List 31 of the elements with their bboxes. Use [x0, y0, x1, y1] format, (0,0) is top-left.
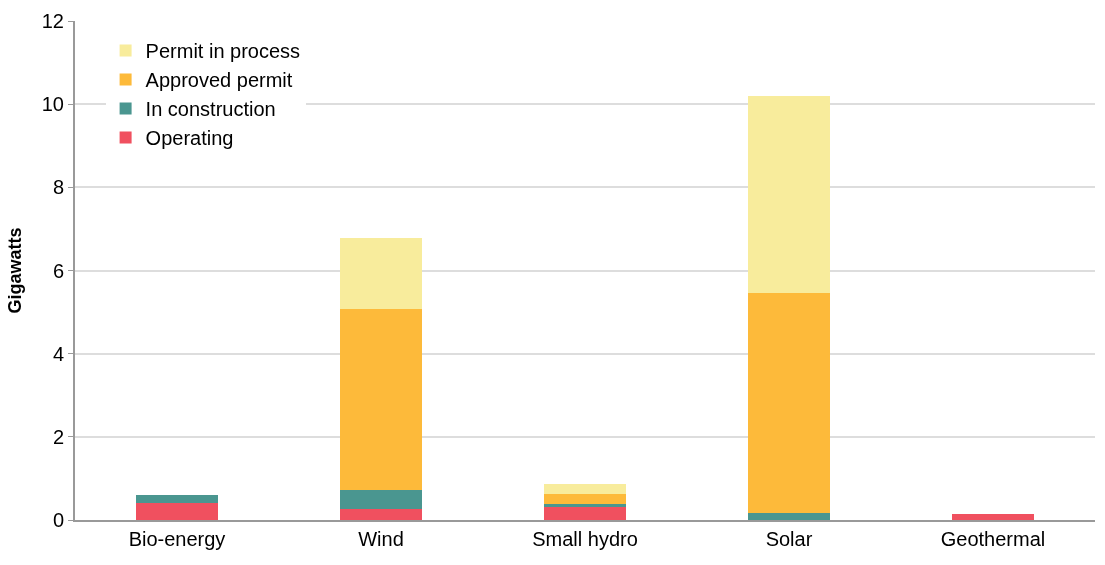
bar: [340, 509, 422, 520]
bar: [748, 96, 830, 293]
bar: [544, 494, 626, 504]
bar: [544, 483, 626, 495]
bar: [544, 506, 626, 520]
bar: [748, 292, 830, 513]
y-tick-label: 4: [52, 342, 64, 365]
legend-label: Approved permit: [145, 69, 293, 92]
bar: [136, 502, 218, 520]
y-axis-title: Gigawatts: [5, 227, 26, 314]
y-tick-label: 6: [52, 259, 64, 282]
bar: [952, 513, 1034, 520]
y-tick-label: 2: [52, 425, 64, 448]
x-tick-label: Geothermal: [940, 528, 1046, 550]
bar: [136, 495, 218, 503]
x-tick-label: Solar: [765, 528, 813, 550]
y-tick-label: 8: [52, 176, 64, 199]
bar: [748, 512, 830, 520]
y-tick-label: 12: [41, 10, 64, 32]
y-tick-label: 0: [52, 509, 64, 531]
bar: [544, 503, 626, 507]
x-tick-label: Wind: [358, 528, 404, 550]
bar: [340, 238, 422, 309]
bar: [340, 490, 422, 510]
x-tick-label: Small hydro: [532, 528, 638, 550]
legend-label: Operating: [145, 127, 234, 150]
y-tick-label: 10: [41, 93, 64, 116]
x-tick-label: Bio-energy: [128, 528, 226, 550]
legend-label: In construction: [145, 98, 276, 121]
bar: [340, 308, 422, 491]
legend-label: Permit in process: [145, 40, 301, 63]
